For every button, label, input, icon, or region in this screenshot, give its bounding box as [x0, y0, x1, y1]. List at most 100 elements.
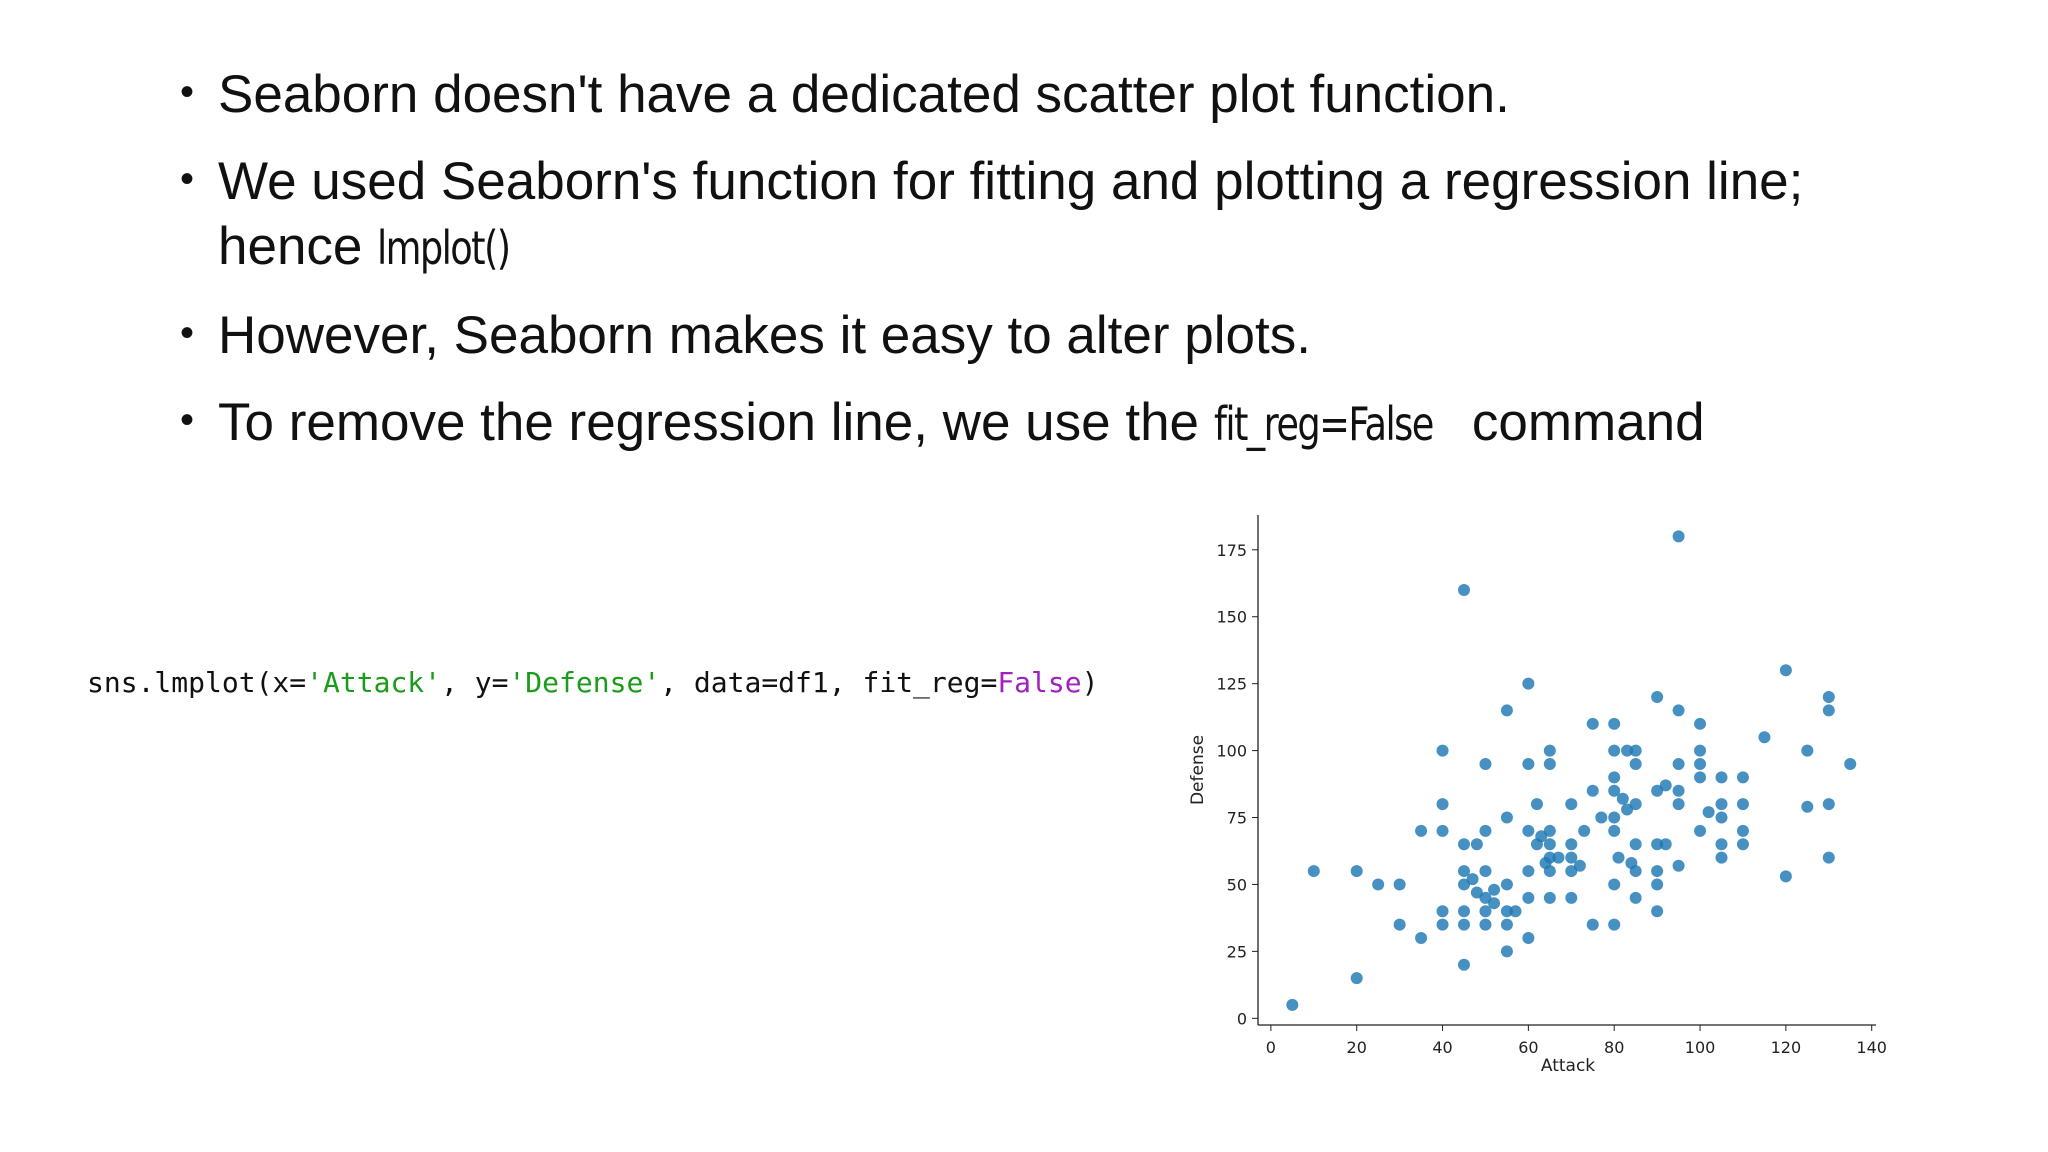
code-token: ) — [1081, 666, 1099, 699]
point — [1479, 905, 1492, 918]
bullet-code: lmplot() — [377, 221, 511, 275]
point — [1629, 744, 1642, 757]
bullet-text: Seaborn doesn't have a dedicated scatter… — [218, 65, 1510, 124]
point — [1578, 824, 1591, 837]
point — [1694, 757, 1707, 770]
point — [1350, 865, 1363, 878]
x-tick-label: 40 — [1432, 1038, 1452, 1057]
point — [1488, 883, 1501, 896]
point — [1822, 798, 1835, 811]
y-tick-label: 125 — [1216, 675, 1247, 694]
point — [1758, 731, 1771, 744]
point — [1565, 865, 1578, 878]
point — [1458, 958, 1470, 971]
point — [1779, 664, 1792, 677]
y-tick-label: 50 — [1227, 875, 1247, 894]
point — [1736, 798, 1749, 811]
point — [1822, 691, 1835, 704]
point — [1415, 931, 1428, 944]
point — [1715, 838, 1728, 851]
point — [1436, 744, 1449, 757]
point — [1466, 873, 1479, 886]
point — [1715, 851, 1728, 864]
point — [1479, 824, 1492, 837]
bullet-list: Seaborn doesn't have a dedicated scatter… — [180, 60, 1920, 479]
bullet: However, Seaborn makes it easy to alter … — [180, 301, 1920, 368]
point — [1801, 800, 1814, 813]
point — [1543, 865, 1556, 878]
bullet: To remove the regression line, we use th… — [180, 388, 1920, 457]
point — [1779, 870, 1792, 883]
point — [1672, 784, 1685, 797]
point — [1629, 838, 1642, 851]
point — [1522, 865, 1535, 878]
point — [1393, 878, 1406, 891]
point — [1543, 824, 1556, 837]
point — [1608, 771, 1621, 784]
point — [1500, 878, 1513, 891]
point — [1715, 798, 1728, 811]
bullet: Seaborn doesn't have a dedicated scatter… — [180, 60, 1920, 127]
point — [1595, 811, 1608, 824]
point — [1612, 851, 1625, 864]
point — [1715, 771, 1728, 784]
point — [1535, 830, 1548, 843]
point — [1736, 824, 1749, 837]
point — [1651, 838, 1664, 851]
point — [1565, 798, 1578, 811]
code-line: sns.lmplot(x='Attack', y='Defense', data… — [87, 666, 1098, 699]
point — [1608, 811, 1621, 824]
point — [1458, 878, 1470, 891]
point — [1479, 865, 1492, 878]
x-tick-label: 0 — [1266, 1038, 1276, 1057]
point — [1672, 530, 1685, 543]
point — [1608, 878, 1621, 891]
point — [1543, 757, 1556, 770]
point — [1500, 918, 1513, 931]
point — [1286, 998, 1299, 1011]
point — [1672, 798, 1685, 811]
y-tick-label: 100 — [1216, 742, 1247, 761]
point — [1488, 897, 1501, 910]
x-axis-label: Attack — [1541, 1056, 1595, 1076]
point — [1458, 865, 1470, 878]
point — [1436, 798, 1449, 811]
point — [1651, 691, 1664, 704]
point — [1350, 972, 1363, 985]
y-tick-label: 75 — [1227, 809, 1247, 828]
point — [1500, 704, 1513, 717]
point — [1621, 803, 1634, 816]
code-token: , y= — [441, 666, 509, 699]
point — [1565, 891, 1578, 904]
point — [1522, 891, 1535, 904]
y-tick-label: 0 — [1237, 1009, 1247, 1028]
point — [1672, 757, 1685, 770]
point — [1436, 824, 1449, 837]
point — [1543, 851, 1556, 864]
point — [1573, 859, 1586, 872]
point — [1479, 891, 1492, 904]
point — [1586, 717, 1599, 730]
point — [1608, 918, 1621, 931]
x-tick-label: 60 — [1518, 1038, 1538, 1057]
point — [1672, 704, 1685, 717]
bullet-text: command — [1457, 393, 1705, 452]
code-keyword: False — [997, 666, 1082, 699]
point — [1522, 931, 1535, 944]
point — [1608, 824, 1621, 837]
code-string: 'Defense' — [508, 666, 661, 699]
x-tick-label: 120 — [1771, 1038, 1802, 1057]
point — [1715, 811, 1728, 824]
point — [1621, 744, 1634, 757]
point — [1694, 824, 1707, 837]
point — [1470, 886, 1483, 899]
point — [1522, 824, 1535, 837]
point — [1659, 838, 1672, 851]
point — [1616, 792, 1629, 805]
point — [1479, 757, 1492, 770]
point — [1436, 905, 1449, 918]
point — [1672, 859, 1685, 872]
point — [1500, 811, 1513, 824]
bullet-code: fit_reg=False — [1213, 397, 1434, 451]
